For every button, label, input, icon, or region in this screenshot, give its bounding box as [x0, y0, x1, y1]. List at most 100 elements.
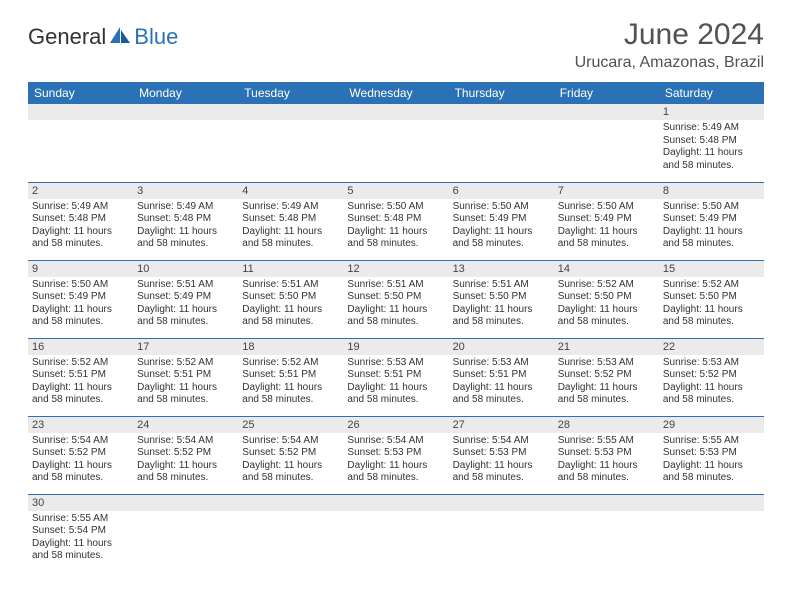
- day-content: Sunrise: 5:55 AMSunset: 5:53 PMDaylight:…: [659, 433, 764, 489]
- day-content: Sunrise: 5:50 AMSunset: 5:49 PMDaylight:…: [554, 199, 659, 255]
- calendar-cell: 29Sunrise: 5:55 AMSunset: 5:53 PMDayligh…: [659, 416, 764, 494]
- day-number: 2: [28, 183, 133, 199]
- calendar-row: 1Sunrise: 5:49 AMSunset: 5:48 PMDaylight…: [28, 104, 764, 182]
- calendar-cell: 3Sunrise: 5:49 AMSunset: 5:48 PMDaylight…: [133, 182, 238, 260]
- day-content: Sunrise: 5:52 AMSunset: 5:51 PMDaylight:…: [28, 355, 133, 411]
- calendar-cell: 11Sunrise: 5:51 AMSunset: 5:50 PMDayligh…: [238, 260, 343, 338]
- calendar-cell: [28, 104, 133, 182]
- day-content: Sunrise: 5:49 AMSunset: 5:48 PMDaylight:…: [28, 199, 133, 255]
- day-number-row: 6: [449, 183, 554, 199]
- calendar-cell: 21Sunrise: 5:53 AMSunset: 5:52 PMDayligh…: [554, 338, 659, 416]
- day-content: Sunrise: 5:53 AMSunset: 5:51 PMDaylight:…: [343, 355, 448, 411]
- day-content: Sunrise: 5:51 AMSunset: 5:50 PMDaylight:…: [449, 277, 554, 333]
- day-number: 20: [449, 339, 554, 355]
- weekday-header: Sunday: [28, 82, 133, 104]
- day-content: Sunrise: 5:54 AMSunset: 5:52 PMDaylight:…: [28, 433, 133, 489]
- empty-day: [133, 495, 238, 511]
- day-content: Sunrise: 5:53 AMSunset: 5:52 PMDaylight:…: [554, 355, 659, 411]
- day-number-row: 11: [238, 261, 343, 277]
- weekday-header: Monday: [133, 82, 238, 104]
- day-number-row: 2: [28, 183, 133, 199]
- empty-day: [238, 104, 343, 120]
- calendar-cell: 28Sunrise: 5:55 AMSunset: 5:53 PMDayligh…: [554, 416, 659, 494]
- day-number: 4: [238, 183, 343, 199]
- calendar-cell: [133, 104, 238, 182]
- calendar-row: 23Sunrise: 5:54 AMSunset: 5:52 PMDayligh…: [28, 416, 764, 494]
- calendar-cell: [554, 494, 659, 572]
- calendar-body: 1Sunrise: 5:49 AMSunset: 5:48 PMDaylight…: [28, 104, 764, 572]
- day-content: Sunrise: 5:51 AMSunset: 5:50 PMDaylight:…: [238, 277, 343, 333]
- day-content: Sunrise: 5:50 AMSunset: 5:49 PMDaylight:…: [659, 199, 764, 255]
- day-number-row: 13: [449, 261, 554, 277]
- day-number: 15: [659, 261, 764, 277]
- day-number: 22: [659, 339, 764, 355]
- calendar-cell: [659, 494, 764, 572]
- calendar-cell: [449, 104, 554, 182]
- calendar-cell: [133, 494, 238, 572]
- day-content: Sunrise: 5:49 AMSunset: 5:48 PMDaylight:…: [659, 120, 764, 176]
- day-number-row: 5: [343, 183, 448, 199]
- logo-text-general: General: [28, 24, 106, 50]
- calendar-cell: 17Sunrise: 5:52 AMSunset: 5:51 PMDayligh…: [133, 338, 238, 416]
- calendar-cell: 12Sunrise: 5:51 AMSunset: 5:50 PMDayligh…: [343, 260, 448, 338]
- day-number-row: 15: [659, 261, 764, 277]
- empty-day: [238, 495, 343, 511]
- day-content: Sunrise: 5:49 AMSunset: 5:48 PMDaylight:…: [238, 199, 343, 255]
- day-content: Sunrise: 5:50 AMSunset: 5:49 PMDaylight:…: [28, 277, 133, 333]
- day-number-row: 7: [554, 183, 659, 199]
- day-content: Sunrise: 5:49 AMSunset: 5:48 PMDaylight:…: [133, 199, 238, 255]
- day-number: 12: [343, 261, 448, 277]
- day-number-row: 23: [28, 417, 133, 433]
- weekday-header: Tuesday: [238, 82, 343, 104]
- day-number: 25: [238, 417, 343, 433]
- title-block: June 2024 Urucara, Amazonas, Brazil: [575, 18, 764, 72]
- calendar-cell: 30Sunrise: 5:55 AMSunset: 5:54 PMDayligh…: [28, 494, 133, 572]
- day-content: Sunrise: 5:54 AMSunset: 5:52 PMDaylight:…: [238, 433, 343, 489]
- day-number-row: 12: [343, 261, 448, 277]
- weekday-header-row: Sunday Monday Tuesday Wednesday Thursday…: [28, 82, 764, 104]
- empty-day: [343, 104, 448, 120]
- calendar-cell: 7Sunrise: 5:50 AMSunset: 5:49 PMDaylight…: [554, 182, 659, 260]
- calendar-cell: [554, 104, 659, 182]
- weekday-header: Saturday: [659, 82, 764, 104]
- empty-day: [554, 104, 659, 120]
- day-number: 11: [238, 261, 343, 277]
- calendar-cell: 19Sunrise: 5:53 AMSunset: 5:51 PMDayligh…: [343, 338, 448, 416]
- weekday-header: Friday: [554, 82, 659, 104]
- day-number-row: 28: [554, 417, 659, 433]
- day-content: Sunrise: 5:51 AMSunset: 5:50 PMDaylight:…: [343, 277, 448, 333]
- day-content: Sunrise: 5:52 AMSunset: 5:51 PMDaylight:…: [238, 355, 343, 411]
- calendar-cell: 22Sunrise: 5:53 AMSunset: 5:52 PMDayligh…: [659, 338, 764, 416]
- day-number: 9: [28, 261, 133, 277]
- day-number: 5: [343, 183, 448, 199]
- day-number: 23: [28, 417, 133, 433]
- day-number: 3: [133, 183, 238, 199]
- day-content: Sunrise: 5:52 AMSunset: 5:50 PMDaylight:…: [554, 277, 659, 333]
- calendar-cell: 24Sunrise: 5:54 AMSunset: 5:52 PMDayligh…: [133, 416, 238, 494]
- calendar-cell: 15Sunrise: 5:52 AMSunset: 5:50 PMDayligh…: [659, 260, 764, 338]
- weekday-header: Thursday: [449, 82, 554, 104]
- day-number: 24: [133, 417, 238, 433]
- calendar-cell: 27Sunrise: 5:54 AMSunset: 5:53 PMDayligh…: [449, 416, 554, 494]
- day-number: 17: [133, 339, 238, 355]
- day-number: 21: [554, 339, 659, 355]
- calendar-cell: [238, 494, 343, 572]
- day-number-row: 3: [133, 183, 238, 199]
- day-number-row: 9: [28, 261, 133, 277]
- day-number: 14: [554, 261, 659, 277]
- calendar-cell: [238, 104, 343, 182]
- day-number-row: 10: [133, 261, 238, 277]
- weekday-header: Wednesday: [343, 82, 448, 104]
- logo-text-blue: Blue: [134, 24, 178, 50]
- calendar-cell: 23Sunrise: 5:54 AMSunset: 5:52 PMDayligh…: [28, 416, 133, 494]
- calendar-cell: 20Sunrise: 5:53 AMSunset: 5:51 PMDayligh…: [449, 338, 554, 416]
- calendar-row: 30Sunrise: 5:55 AMSunset: 5:54 PMDayligh…: [28, 494, 764, 572]
- day-number: 10: [133, 261, 238, 277]
- calendar-cell: [343, 494, 448, 572]
- header: General Blue June 2024 Urucara, Amazonas…: [28, 18, 764, 72]
- day-number-row: 4: [238, 183, 343, 199]
- calendar-cell: 2Sunrise: 5:49 AMSunset: 5:48 PMDaylight…: [28, 182, 133, 260]
- empty-day: [133, 104, 238, 120]
- day-number-row: 20: [449, 339, 554, 355]
- day-number-row: 29: [659, 417, 764, 433]
